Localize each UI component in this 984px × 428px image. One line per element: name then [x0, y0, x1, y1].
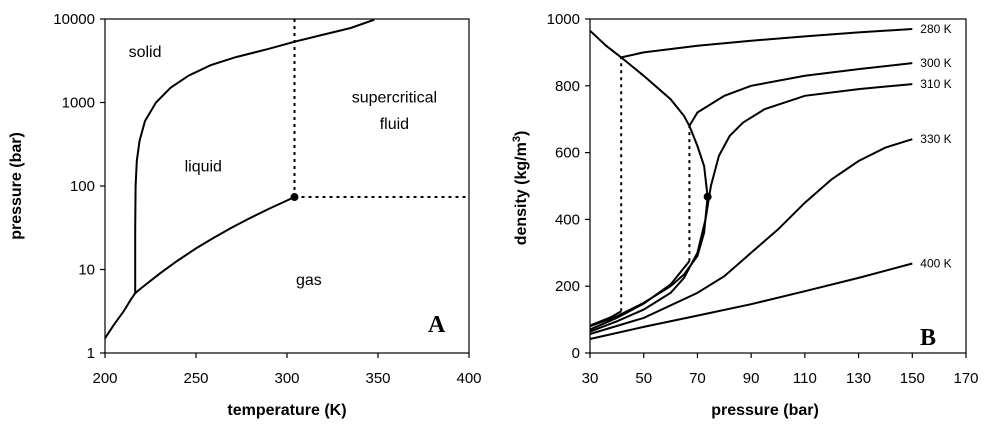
chart-a-y-tick-label: 10000 — [53, 11, 95, 28]
chart-a-region-label: solid — [129, 44, 162, 61]
chart-b-panel-letter: B — [920, 325, 936, 351]
chart-b-x-tick-label: 70 — [689, 370, 706, 387]
chart-a-ticks: 200 250 300 350 400 1 10 100 1000 10000 — [53, 11, 481, 387]
chart-a-y-tick-label: 1 — [87, 345, 95, 362]
chart-b-isotherm-label: 400 K — [920, 256, 951, 270]
chart-a-y-axis-title: pressure (bar) — [8, 132, 25, 240]
chart-b-isotherm-280k — [620, 28, 913, 59]
chart-a-region-label: liquid — [185, 158, 222, 175]
chart-b-x-tick-label: 30 — [582, 370, 599, 387]
chart-b-y-axis-title-base: density (kg/m — [513, 142, 530, 245]
chart-a-x-tick-label: 300 — [274, 370, 299, 387]
chart-a-region-label: gas — [296, 272, 322, 289]
chart-a-y-tick-label: 1000 — [62, 95, 95, 112]
chart-b-x-tick-label: 50 — [635, 370, 652, 387]
chart-a-x-tick-label: 400 — [456, 370, 481, 387]
chart-a-y-tick-label: 100 — [70, 178, 95, 195]
chart-b-y-tick-label: 600 — [555, 145, 580, 162]
chart-a-plot-frame — [104, 18, 470, 354]
chart-a-melting-curve — [134, 18, 375, 294]
chart-b-isotherm-300k — [589, 260, 691, 331]
chart-a-marks — [104, 18, 469, 339]
chart-b: 30 50 70 90 110 130 150 170 0 200 400 600 800 1000 28… — [511, 11, 979, 419]
chart-a-x-tick-label: 200 — [92, 370, 117, 387]
chart-b-isotherm-labels: 280 K 300 K 310 K 330 K 400 K — [920, 22, 951, 270]
chart-b-y-axis-title-sup: 3 — [511, 136, 523, 142]
chart-b-marks — [589, 28, 913, 340]
chart-b-y-tick-label: 0 — [572, 345, 580, 362]
chart-b-isotherm-label: 310 K — [920, 77, 951, 91]
chart-b-isotherm-300k — [688, 62, 913, 127]
chart-b-isotherm-label: 330 K — [920, 132, 951, 146]
chart-b-isotherm-310k — [589, 83, 913, 333]
chart-b-isotherm-280k — [589, 310, 622, 327]
chart-a-x-tick-label: 350 — [365, 370, 390, 387]
chart-b-x-tick-label: 110 — [793, 370, 817, 387]
chart-a-region-labels: solid liquid supercritical fluid gas — [129, 44, 437, 289]
chart-b-y-axis-title: density (kg/m3) — [511, 131, 530, 246]
chart-a-x-tick-label: 250 — [183, 370, 208, 387]
chart-b-y-tick-label: 200 — [555, 278, 580, 295]
chart-b-x-axis-title: pressure (bar) — [711, 402, 819, 419]
chart-b-ticks: 30 50 70 90 110 130 150 170 0 200 400 600 800 1000 — [547, 11, 979, 387]
chart-b-saturated-vapor-curve — [589, 196, 709, 328]
chart-b-isotherm-400k — [589, 262, 913, 340]
chart-b-x-tick-label: 170 — [953, 370, 978, 387]
chart-b-isotherm-label: 280 K — [920, 22, 951, 36]
chart-b-x-tick-label: 130 — [846, 370, 871, 387]
chart-a-sublimation-curve — [104, 292, 137, 339]
chart-a: 200 250 300 350 400 1 10 100 1000 10000 solid liqu… — [8, 11, 482, 419]
chart-a-region-label: supercritical — [352, 90, 437, 107]
chart-a-y-tick-label: 10 — [78, 262, 95, 279]
chart-b-saturated-liquid-curve — [589, 29, 709, 197]
chart-b-x-tick-label: 150 — [900, 370, 925, 387]
chart-a-panel-letter: A — [428, 312, 446, 338]
chart-a-critical-point — [290, 193, 299, 202]
chart-b-y-tick-label: 800 — [555, 78, 580, 95]
chart-b-critical-point — [703, 192, 712, 201]
chart-a-vaporization-curve — [134, 196, 295, 294]
chart-b-plot-frame — [589, 18, 967, 354]
chart-a-x-axis-title: temperature (K) — [227, 402, 346, 419]
chart-b-y-axis-title-end: ) — [513, 131, 530, 136]
chart-b-y-tick-label: 400 — [555, 211, 580, 228]
chart-b-isotherm-label: 300 K — [920, 56, 951, 70]
chart-b-y-tick-label: 1000 — [547, 11, 580, 28]
chart-b-isotherm-330k — [589, 138, 913, 335]
chart-b-x-tick-label: 90 — [743, 370, 760, 387]
chart-a-region-label: fluid — [380, 116, 409, 133]
